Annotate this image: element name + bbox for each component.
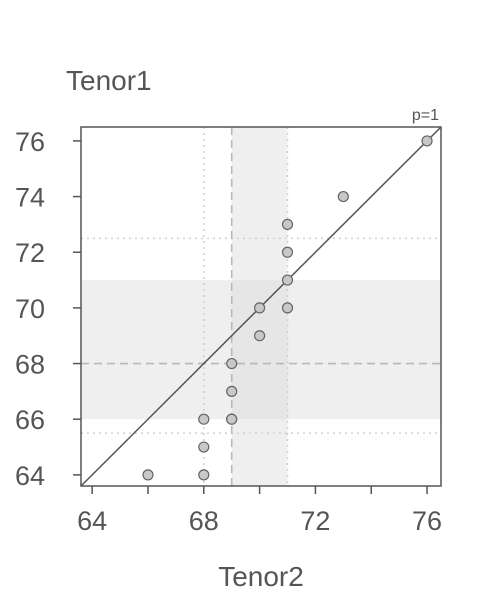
x-tick-label-2: 72 (300, 506, 330, 536)
plot-frame (80, 126, 442, 487)
y-tick-label-3: 70 (15, 294, 45, 324)
plot-border (80, 126, 442, 487)
x-axis: 64 68 72 76 (77, 486, 442, 536)
data-point-15 (421, 135, 433, 147)
data-point-13 (281, 218, 294, 231)
data-point-5 (226, 413, 238, 425)
data-point-11 (281, 274, 294, 286)
data-point-6 (226, 385, 238, 397)
x-tick-label-3: 76 (412, 506, 442, 536)
y-tick-label-2: 68 (15, 350, 45, 380)
data-point-14 (337, 190, 349, 203)
data-point-12 (281, 246, 294, 258)
data-point-8 (254, 330, 266, 342)
data-point-1 (198, 469, 210, 481)
data-points (142, 135, 433, 481)
reference-lines (81, 127, 441, 486)
y-tick-label-0: 64 (15, 461, 45, 491)
data-point-3 (198, 413, 210, 425)
x-tick-label-0: 64 (77, 506, 107, 536)
y-tick-label-1: 66 (15, 405, 45, 435)
x-tick-label-1: 68 (189, 506, 219, 536)
y-tick-label-6: 76 (15, 127, 45, 157)
data-point-7 (226, 357, 238, 370)
data-point-9 (254, 302, 266, 314)
x-axis-label: Tenor2 (218, 561, 304, 592)
band-overlap (231, 280, 288, 420)
data-point-10 (281, 302, 294, 314)
data-point-0 (142, 469, 154, 481)
y-tick-label-5: 74 (15, 183, 45, 213)
y-axis-label: Tenor1 (66, 65, 152, 96)
data-point-2 (198, 441, 210, 453)
y-tick-label-4: 72 (15, 238, 45, 268)
p-value-annotation: p=1 (412, 107, 439, 124)
y-axis: 64 66 68 70 72 74 76 (15, 127, 81, 491)
